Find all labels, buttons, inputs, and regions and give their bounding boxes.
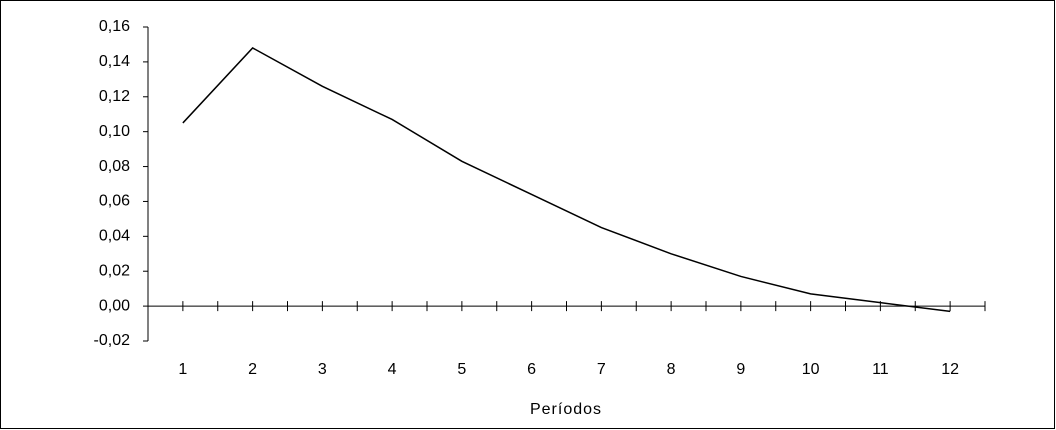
y-tick-label: 0,08	[99, 158, 130, 175]
y-tick-label: 0,02	[99, 262, 130, 279]
x-tick-label: 6	[527, 361, 536, 378]
y-tick-label: 0,14	[99, 53, 130, 70]
x-axis-label: Períodos	[530, 401, 602, 418]
x-tick-label: 11	[872, 361, 889, 378]
y-tick-label: 0,12	[99, 88, 130, 105]
y-tick-label: 0,06	[99, 193, 130, 210]
y-tick-label: 0,04	[99, 228, 130, 245]
x-tick-label: 1	[178, 361, 187, 378]
x-tick-label: 10	[802, 361, 820, 378]
x-tick-label: 2	[248, 361, 257, 378]
x-tick-label: 3	[318, 361, 327, 378]
x-tick-label: 12	[941, 361, 959, 378]
x-tick-label: 9	[736, 361, 745, 378]
x-tick-label: 7	[597, 361, 606, 378]
y-tick-label: 0,16	[99, 18, 130, 35]
y-tick-label: 0,10	[99, 123, 130, 140]
y-tick-label: -0,02	[94, 332, 131, 349]
x-tick-label: 5	[457, 361, 466, 378]
x-tick-label: 4	[388, 361, 397, 378]
y-tick-label: 0,00	[99, 297, 130, 314]
x-tick-label: 8	[667, 361, 676, 378]
line	[182, 46, 951, 313]
